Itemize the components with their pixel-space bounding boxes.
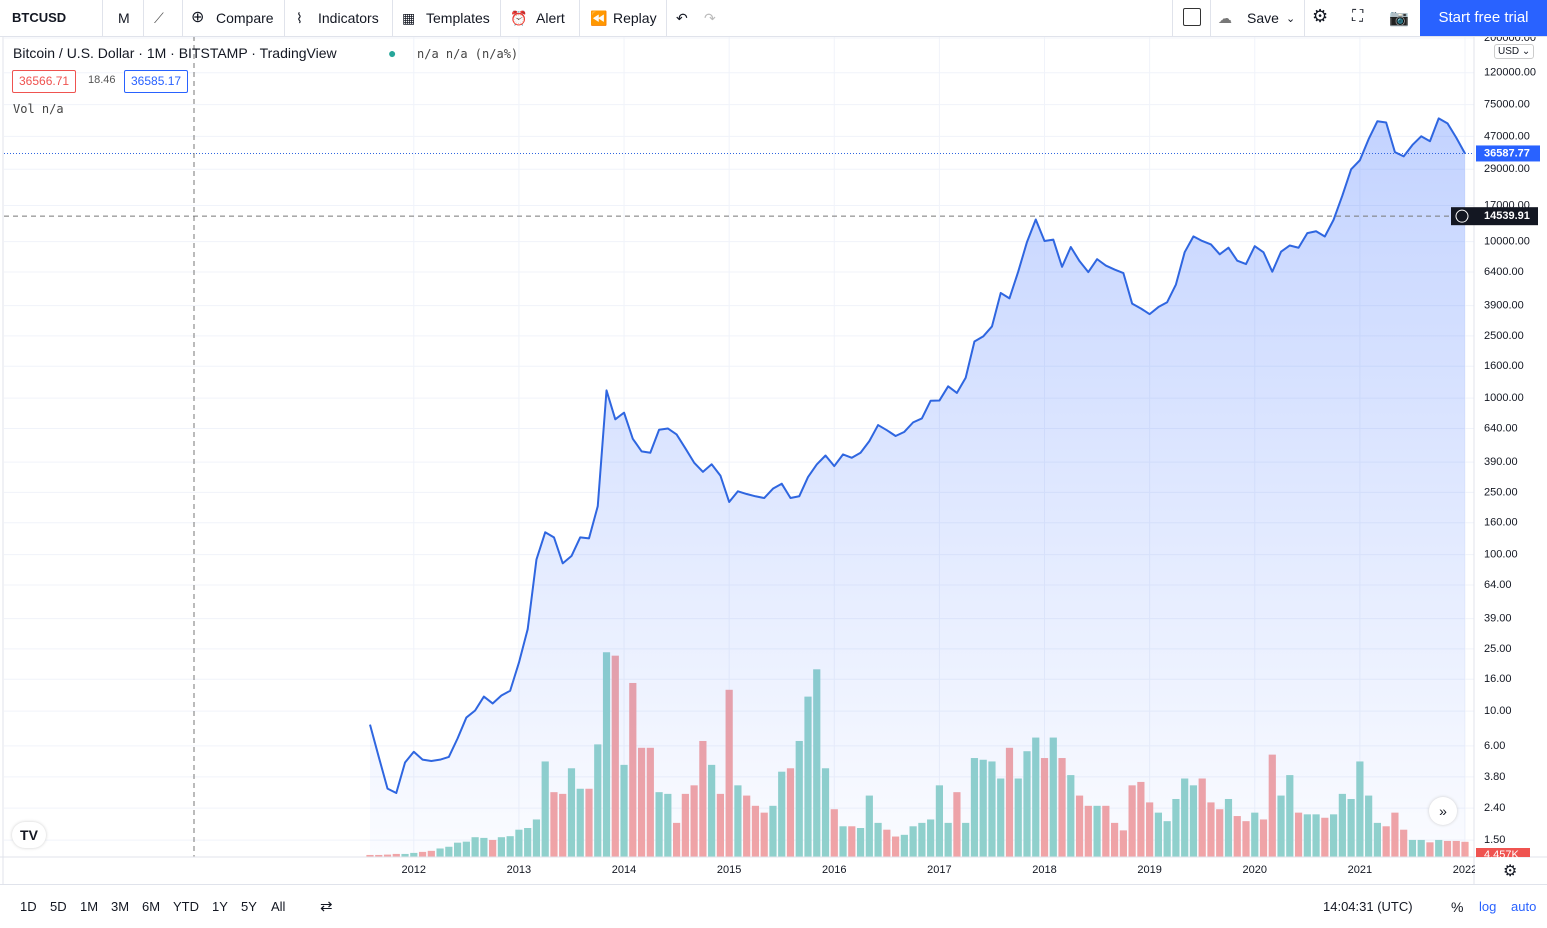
compare[interactable]: Compare [216,10,274,26]
settings-icon[interactable]: ⚙ [1312,6,1329,26]
x-tick-label: 2020 [1243,864,1267,876]
start-trial-button[interactable]: Start free trial [1420,0,1547,36]
indicators[interactable]: Indicators [318,10,379,26]
y-tick-label: 3900.00 [1484,300,1524,312]
y-tick-label: 39.00 [1484,613,1512,625]
alert[interactable]: Alert [536,10,565,26]
range-button[interactable]: 1Y [212,899,228,914]
bid[interactable]: 36566.71 [12,70,77,93]
x-tick-label: 2017 [927,864,951,876]
percent-toggle[interactable]: % [1451,899,1464,915]
x-tick-label: 2013 [507,864,531,876]
x-tick-label: 2022 [1453,864,1477,876]
replay[interactable]: Replay [613,10,657,26]
crosshair-label: 14539.91 [1484,210,1530,222]
fullscreen-icon[interactable]: ⛶ [1352,8,1364,25]
y-tick-label: 640.00 [1484,422,1518,434]
x-tick-label: 2018 [1032,864,1056,876]
range-button[interactable]: 5D [50,899,67,914]
volume-legend: Vol n/a [13,102,64,116]
x-tick-label: 2019 [1137,864,1161,876]
alert-icon[interactable]: ⏰ [510,10,528,26]
price-line [369,117,1466,794]
x-tick-label: 2012 [402,864,426,876]
price-area [370,118,1465,857]
undo[interactable]: ↶ [676,10,688,26]
replay-icon[interactable]: ⏪ [590,10,608,26]
cloud-icon[interactable]: ☁ [1218,10,1232,26]
y-tick-label: 3.80 [1484,771,1505,783]
y-tick-label: 47000.00 [1484,130,1530,142]
volume-box [1476,848,1530,857]
compare-icon[interactable]: ⊕ [191,9,205,26]
range-button[interactable]: YTD [173,899,199,914]
x-tick-label: 2016 [822,864,846,876]
indicators-icon[interactable]: ⌇ [296,10,303,26]
y-tick-label: 2500.00 [1484,330,1524,342]
last-price-box [1476,145,1540,162]
y-tick-label: 10000.00 [1484,236,1530,248]
x-tick-label: 2015 [717,864,741,876]
y-tick-label: 6400.00 [1484,266,1524,278]
templates-icon[interactable]: ▦ [402,10,416,26]
y-tick-label: 1.50 [1484,834,1505,846]
range-button[interactable]: 3M [111,899,130,914]
y-tick-label: 120000.00 [1484,67,1536,79]
redo[interactable]: ↷ [704,10,716,26]
y-tick-label: 1000.00 [1484,392,1524,404]
range-button[interactable]: 1M [80,899,99,914]
auto-toggle[interactable]: auto [1511,899,1537,914]
y-tick-label: 250.00 [1484,486,1518,498]
clock[interactable]: 14:04:31 (UTC) [1323,899,1413,914]
snapshot-icon[interactable]: 📷 [1389,10,1409,27]
range-button[interactable]: 6M [142,899,161,914]
toolbar: BTCUSD M ⟋ ⊕ Compare ⌇ Indicators ▦ Temp… [0,0,1547,37]
x-tick-label: 2021 [1348,864,1372,876]
log-toggle[interactable]: log [1479,899,1497,914]
y-tick-label: 75000.00 [1484,99,1530,111]
layout-icon[interactable] [1183,8,1201,26]
crosshair-box [1451,207,1538,226]
save[interactable]: Save [1247,10,1279,26]
templates[interactable]: Templates [426,10,490,26]
spread: 18.46 [88,74,116,86]
last-price-label: 36587.77 [1484,147,1530,159]
axis-settings[interactable]: ⚙ [1503,863,1518,880]
y-tick-label: 64.00 [1484,579,1512,591]
chart-style-icon[interactable]: ⟋ [154,10,164,26]
range-button[interactable]: 1D [20,899,37,914]
y-tick-label: 390.00 [1484,456,1518,468]
price-axis [1474,36,1547,857]
volume-label: 4.457K [1484,849,1520,861]
y-tick-label: 10.00 [1484,705,1512,717]
legend-change: n/a n/a (n/a%) [417,47,519,61]
range-button[interactable]: All [271,899,286,914]
y-tick-label: 160.00 [1484,517,1518,529]
ask[interactable]: 36585.17 [124,70,189,93]
interval[interactable]: M [118,10,130,26]
x-tick-label: 2014 [612,864,636,876]
y-tick-label: 25.00 [1484,643,1512,655]
currency: USD [1498,46,1520,57]
y-tick-label: 6.00 [1484,740,1505,752]
time-axis-corner [1475,858,1547,884]
legend-title: Bitcoin / U.S. Dollar · 1M · BITSTAMP · … [13,45,337,61]
add-alert-icon [1455,209,1469,223]
scroll-right[interactable]: » [1429,797,1457,825]
y-tick-label: 100.00 [1484,549,1518,561]
y-tick-label: 29000.00 [1484,163,1530,175]
save-menu[interactable]: ⌄ [1286,13,1296,25]
range-button[interactable]: 5Y [241,899,257,914]
date-range-icon[interactable]: ⇄ [320,898,333,915]
currency-select[interactable]: USD ⌄ [1494,44,1535,59]
y-tick-label: 16.00 [1484,673,1512,685]
symbol[interactable]: BTCUSD [12,10,67,25]
bottom-bar: 1D 5D 1M 3M 6M YTD 1Y 5Y All ⇄ 14:04:31 … [0,884,1547,928]
y-tick-label: 2.40 [1484,802,1505,814]
y-tick-label: 1600.00 [1484,360,1524,372]
tv-logo[interactable]: TV [12,822,46,848]
status-dot: ● [388,45,397,61]
